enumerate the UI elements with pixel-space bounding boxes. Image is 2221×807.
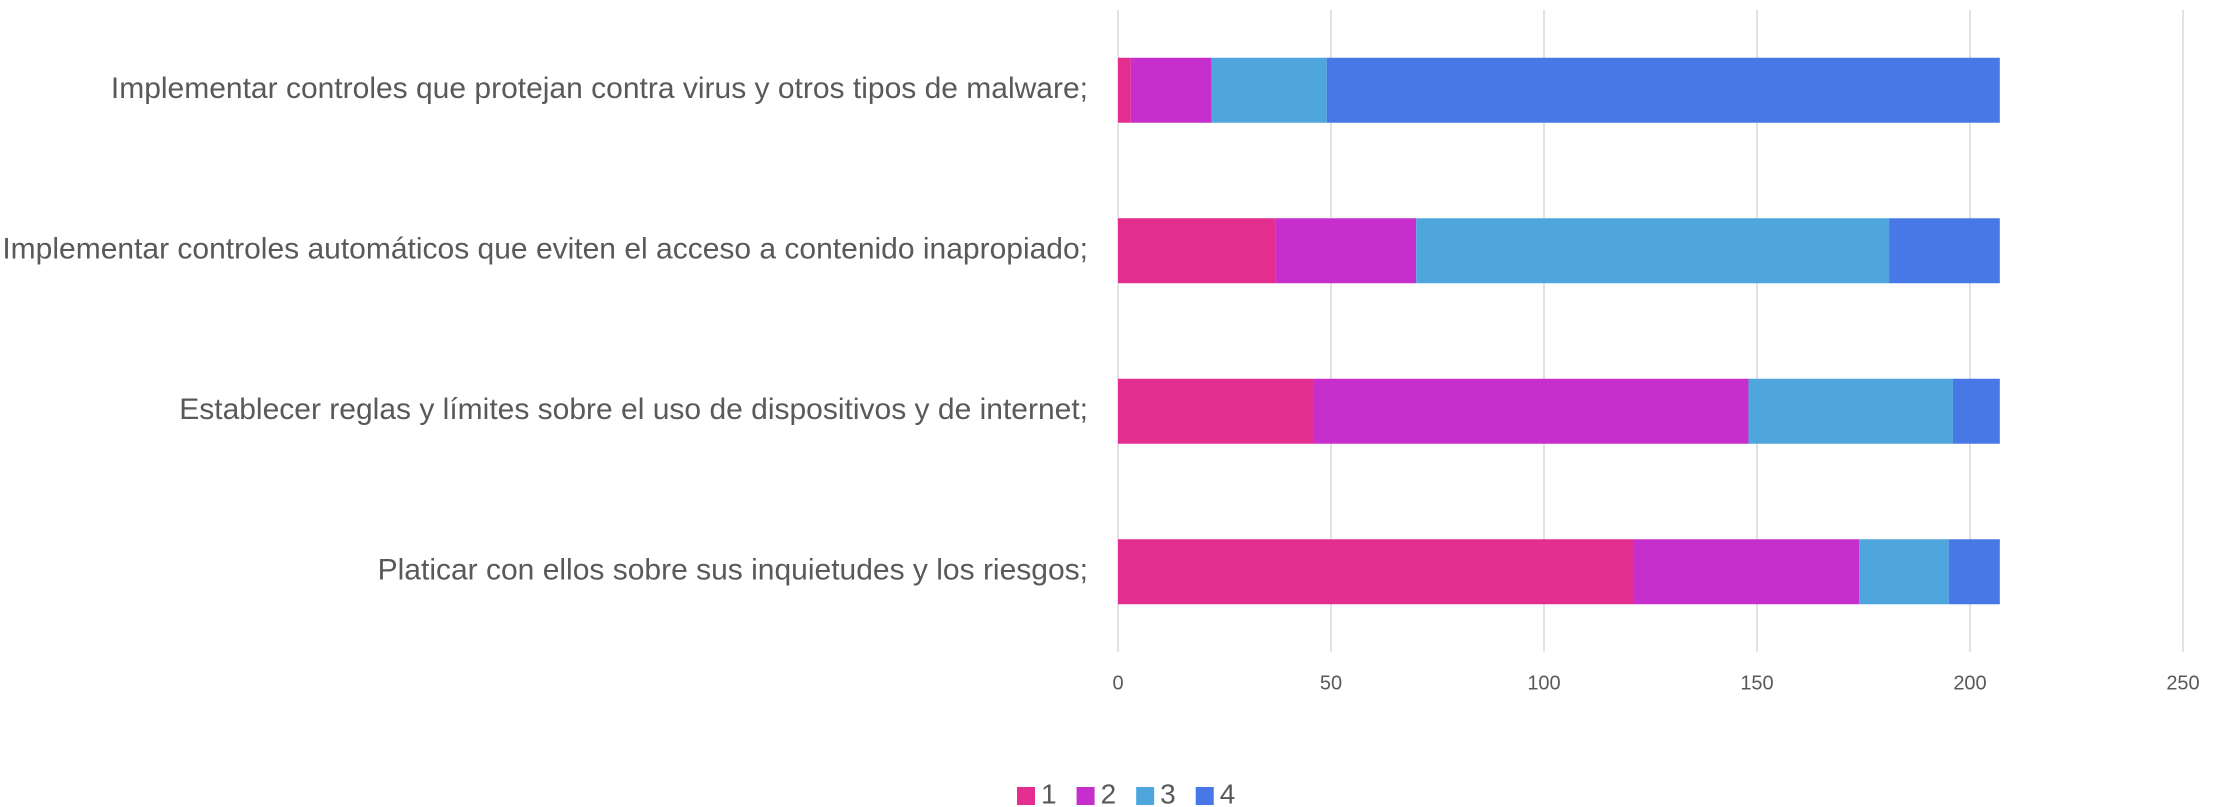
legend-label: 1	[1041, 778, 1057, 807]
category-label: Establecer reglas y límites sobre el uso…	[179, 393, 1088, 426]
legend-swatch	[1076, 787, 1095, 805]
legend-label: 3	[1160, 778, 1176, 807]
bar-segment	[1211, 57, 1327, 123]
x-tick-label: 50	[1320, 672, 1342, 694]
bar-segment	[1118, 539, 1634, 605]
bar-segment	[1859, 539, 1949, 605]
x-tick-label: 250	[2166, 672, 2199, 694]
bar-segment	[1948, 539, 2000, 605]
bar-segment	[1889, 218, 2000, 284]
bar-segment	[1118, 378, 1314, 444]
bar-segment	[1952, 378, 2000, 444]
bar-segment	[1748, 378, 1953, 444]
bar-segment	[1118, 218, 1276, 284]
bar-segment	[1416, 218, 1890, 284]
x-tick-label: 150	[1740, 672, 1773, 694]
bar-segment	[1118, 57, 1131, 123]
bar-segment	[1633, 539, 1860, 605]
x-tick-label: 200	[1953, 672, 1986, 694]
bar-segment	[1275, 218, 1417, 284]
legend-label: 2	[1101, 778, 1117, 807]
bar-segment	[1130, 57, 1212, 123]
category-label: Platicar con ellos sobre sus inquietudes…	[378, 554, 1088, 587]
legend-swatch	[1195, 787, 1214, 805]
legend-swatch	[1017, 787, 1035, 805]
legend-label: 4	[1220, 778, 1236, 807]
category-label: Implementar controles que protejan contr…	[111, 72, 1088, 105]
bar-segment	[1313, 378, 1749, 444]
x-tick-label: 100	[1527, 672, 1560, 694]
x-tick-label: 0	[1112, 672, 1123, 694]
category-label: Implementar controles automáticos que ev…	[2, 233, 1088, 266]
bar-segment	[1326, 57, 2000, 123]
legend-swatch	[1136, 787, 1155, 805]
